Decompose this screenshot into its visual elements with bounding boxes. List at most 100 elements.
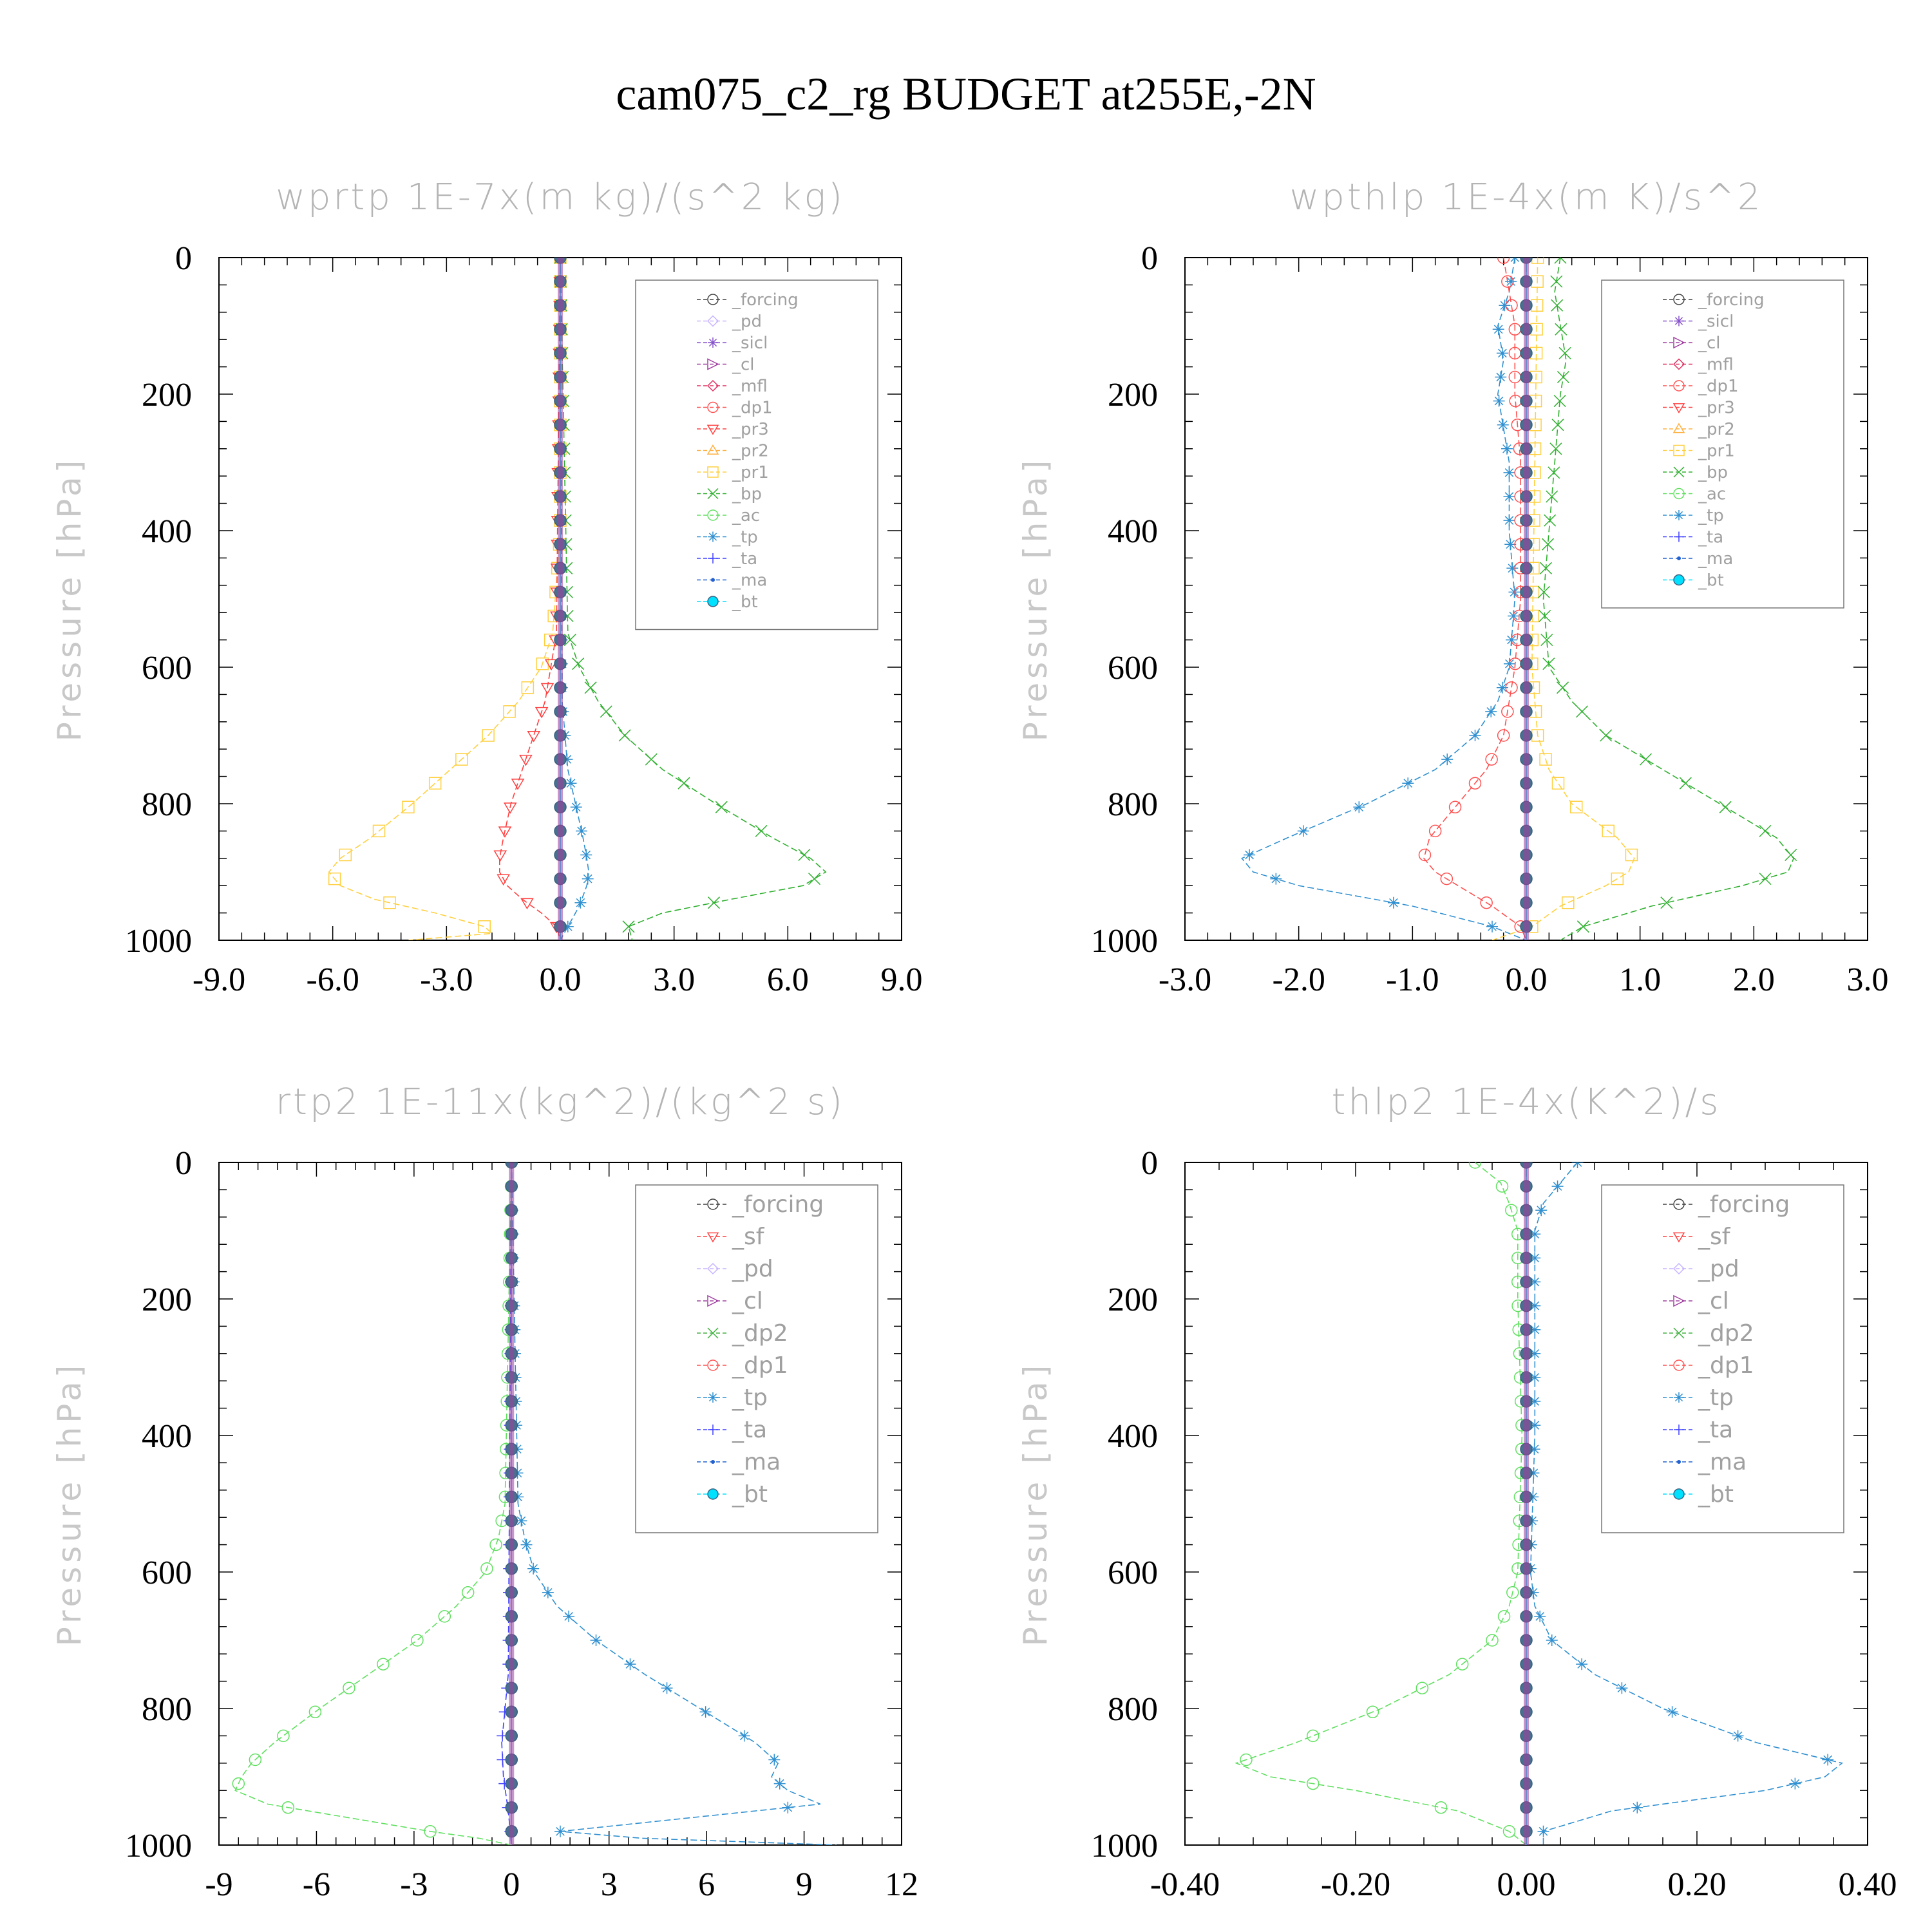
- data-point: [1577, 920, 1589, 933]
- data-point: [328, 872, 341, 886]
- legend-item: _dp1: [697, 1352, 788, 1379]
- legend-item: _dp1: [1663, 1352, 1754, 1379]
- data-point: [1440, 872, 1454, 886]
- legend-label: _forcing: [732, 290, 799, 310]
- data-point: [308, 1705, 322, 1719]
- data-point: [1529, 1323, 1541, 1336]
- legend-marker: [707, 509, 719, 521]
- data-point: [1679, 777, 1692, 790]
- legend-item: _ma: [1663, 549, 1733, 569]
- x-tick-label: 0.0: [540, 961, 582, 998]
- legend-box: [635, 1184, 878, 1533]
- plot-area: [1235, 1162, 1844, 1845]
- data-point: [1569, 800, 1583, 814]
- data-point: [1402, 777, 1414, 790]
- data-point: [1485, 753, 1498, 766]
- x-tick-label: -3.0: [420, 961, 473, 998]
- legend-marker: [707, 466, 719, 478]
- data-point: [661, 1682, 673, 1694]
- legend-marker: [1673, 574, 1685, 586]
- legend-label: _mfl: [732, 377, 768, 396]
- legend-item: _dp1: [1663, 377, 1739, 396]
- data-point: [1496, 681, 1508, 694]
- data-point: [1497, 1610, 1511, 1623]
- legend-marker: [1672, 1232, 1685, 1243]
- data-point: [1539, 609, 1551, 623]
- data-point: [497, 874, 510, 886]
- data-point: [1562, 896, 1575, 909]
- data-point: [1546, 490, 1558, 503]
- legend-item: _bt: [697, 1481, 768, 1508]
- data-point: [1602, 824, 1615, 838]
- data-point: [738, 1730, 750, 1742]
- data-point: [1539, 753, 1552, 766]
- legend-marker: [707, 1488, 719, 1500]
- legend-marker: [1673, 1359, 1685, 1371]
- legend-label: _pd: [732, 1256, 773, 1282]
- data-point: [461, 1586, 475, 1599]
- data-point: [1468, 1162, 1482, 1169]
- y-tick-label: 200: [1108, 1282, 1158, 1318]
- legend-marker: [1673, 488, 1685, 500]
- legend-label: _pr1: [732, 463, 769, 482]
- legend-label: _dp2: [732, 1320, 788, 1347]
- y-tick-label: 0: [1141, 1145, 1158, 1182]
- data-point: [584, 681, 597, 694]
- legend-item: _forcing: [1663, 1191, 1790, 1218]
- data-point: [1353, 801, 1365, 813]
- data-point: [1555, 323, 1567, 336]
- legend-label: _ac: [732, 506, 760, 526]
- legend-label: _bp: [732, 485, 762, 504]
- data-point: [1441, 753, 1454, 766]
- data-point: [1486, 1634, 1499, 1647]
- legend-label: _ma: [732, 571, 767, 591]
- legend-label: _dp1: [1698, 377, 1739, 396]
- data-point: [1497, 729, 1510, 742]
- chart-title: rtp2 1E-11x(kg^2)/(kg^2 s): [276, 1081, 845, 1123]
- x-tick-label: 9: [796, 1866, 813, 1903]
- data-point: [515, 1515, 527, 1527]
- data-point: [782, 1801, 794, 1814]
- data-point: [1639, 753, 1653, 766]
- data-point: [1493, 395, 1505, 407]
- legend-item: _dp2: [697, 1320, 788, 1347]
- plot-area: [232, 1162, 837, 1845]
- data-point: [1666, 1706, 1678, 1718]
- legend-item: _pd: [697, 1256, 773, 1282]
- legend-marker: [706, 1232, 719, 1243]
- legend-item: _cl: [1663, 1288, 1729, 1314]
- legend-marker: [707, 1359, 719, 1371]
- legend-label: _ta: [732, 1417, 767, 1443]
- data-point: [1503, 466, 1515, 478]
- legend-marker: [708, 531, 718, 542]
- legend-label: _dp1: [1698, 1352, 1754, 1379]
- legend-marker: [1673, 380, 1685, 392]
- legend-item: _ta: [697, 549, 757, 569]
- legend-item: _cl: [697, 355, 755, 375]
- plot-area: [328, 258, 827, 940]
- data-point: [1528, 1443, 1540, 1455]
- figure-title: cam075_c2_rg BUDGET at255E,-2N: [616, 68, 1316, 120]
- data-point: [372, 824, 386, 838]
- data-point: [1307, 1729, 1320, 1743]
- x-tick-label: 3.0: [1847, 961, 1889, 998]
- data-point: [1501, 275, 1514, 288]
- legend-label: _ta: [732, 549, 757, 569]
- data-point: [562, 920, 574, 933]
- legend-marker: [707, 1294, 719, 1307]
- legend-item: _ta: [1663, 528, 1723, 547]
- data-point: [1551, 777, 1565, 790]
- data-point: [402, 800, 415, 814]
- y-tick-label: 0: [1141, 240, 1158, 277]
- legend-marker: [711, 1460, 715, 1464]
- y-tick-label: 400: [142, 513, 192, 550]
- data-point: [544, 633, 557, 647]
- legend-marker: [711, 578, 715, 582]
- data-point: [1540, 634, 1553, 647]
- data-point: [645, 753, 658, 766]
- series-tp: [1524, 1162, 1844, 1845]
- legend-label: _sf: [732, 1224, 765, 1250]
- data-point: [1469, 730, 1481, 741]
- data-point: [1600, 729, 1613, 742]
- x-tick-label: 6.0: [767, 961, 809, 998]
